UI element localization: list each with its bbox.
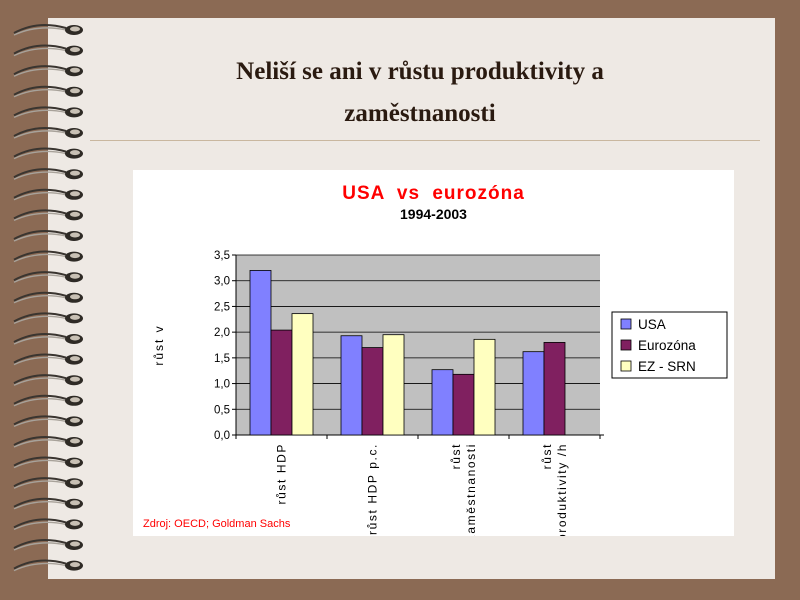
legend-label: Eurozóna: [638, 338, 696, 353]
legend-swatch: [620, 339, 632, 351]
bar: [431, 369, 454, 436]
bar: [361, 347, 384, 436]
binding-ring: [13, 538, 83, 551]
chart-source: Zdroj: OECD; Goldman Sachs: [143, 518, 291, 530]
binding-ring: [13, 126, 83, 139]
legend-swatch: [620, 318, 632, 330]
y-tick-label: 3,0: [214, 276, 230, 288]
binding-ring: [13, 44, 83, 57]
legend-label: USA: [638, 317, 666, 332]
legend-label: EZ - SRN: [638, 359, 696, 374]
binding-ring: [13, 147, 83, 160]
x-category-label: zaměstnanosti: [464, 443, 478, 536]
x-category-label: růst HDP p.c.: [366, 443, 380, 535]
bar: [382, 334, 405, 436]
bar: [249, 270, 272, 436]
binding-ring: [13, 415, 83, 428]
binding-ring: [13, 250, 83, 263]
chart-subtitle: 1994-2003: [400, 206, 467, 222]
bar: [452, 373, 475, 436]
binding-ring: [13, 168, 83, 180]
binding-ring: [13, 435, 83, 448]
bar: [522, 351, 545, 436]
bar-chart: 0,0 0,5 1,0 1,5 2,0 2,5 3,0 3,5 růst v růst HDP rů…: [152, 250, 728, 536]
bar: [291, 313, 314, 436]
x-category-label: růst HDP: [275, 443, 289, 504]
binding-ring: [13, 394, 83, 407]
bar: [270, 329, 293, 436]
binding-ring: [13, 106, 83, 119]
x-category-label: růst: [540, 443, 554, 469]
binding-ring: [13, 559, 83, 572]
chart-container: USA vs eurozóna 1994-2003 0,0 0,5 1,0 1,5 2,…: [133, 170, 734, 536]
y-tick-label: 3,5: [214, 250, 230, 262]
binding-ring: [13, 23, 83, 36]
bar: [473, 338, 496, 436]
y-tick-label: 2,0: [214, 327, 230, 339]
legend-swatch: [620, 360, 632, 372]
legend: USA Eurozóna EZ - SRN: [611, 311, 728, 379]
binding-ring: [13, 85, 83, 98]
slide-title-line2: zaměstnanosti: [344, 100, 496, 127]
binding-ring: [13, 353, 83, 366]
binding-ring: [13, 477, 83, 489]
y-tick-label: 0,0: [214, 430, 230, 442]
y-tick-label: 2,5: [214, 301, 230, 313]
y-tick-label: 0,5: [214, 404, 230, 416]
binding-ring: [13, 312, 83, 325]
bar: [543, 342, 566, 436]
x-category-label: produktivity /h: [555, 443, 569, 536]
chart-title: USA vs eurozóna: [342, 183, 525, 204]
binding-ring: [13, 332, 83, 345]
binding-ring: [13, 374, 83, 386]
slide-title-line1: Neliší se ani v růstu produktivity a: [236, 58, 604, 85]
binding-ring: [13, 188, 83, 201]
binding-ring: [13, 497, 83, 510]
binding-ring: [13, 65, 83, 77]
y-tick-label: 1,0: [214, 379, 230, 391]
y-tick-label: 1,5: [214, 353, 230, 365]
binding-ring: [13, 518, 83, 531]
x-category-label: růst: [449, 443, 463, 469]
binding-ring: [13, 291, 83, 304]
binding-ring: [13, 456, 83, 469]
binding-ring: [13, 271, 83, 283]
title-divider: [90, 140, 760, 141]
binding-ring: [13, 229, 83, 242]
binding-ring: [13, 209, 83, 222]
bar: [340, 335, 363, 436]
y-axis-label: růst v: [152, 324, 166, 365]
spiral-binding: [13, 23, 83, 572]
